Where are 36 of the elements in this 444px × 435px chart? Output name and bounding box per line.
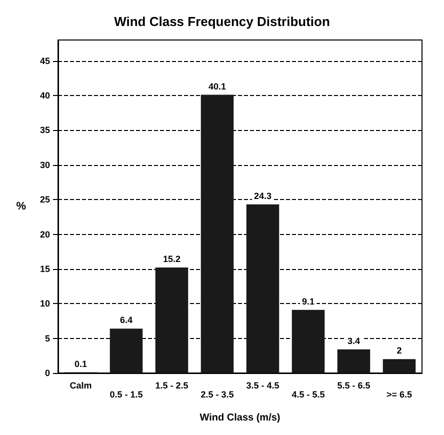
bar xyxy=(292,310,325,373)
bar xyxy=(382,359,416,373)
y-tick-label: 20 xyxy=(40,229,50,240)
y-tick-label: 15 xyxy=(40,264,50,274)
bar xyxy=(337,349,370,373)
bar xyxy=(246,204,280,373)
y-tick-label: 45 xyxy=(40,56,50,66)
bar xyxy=(110,328,143,373)
x-tick-label: 4.5 - 5.5 xyxy=(292,390,325,400)
y-tick-label: 25 xyxy=(40,194,50,205)
y-tick-label: 35 xyxy=(40,125,50,136)
y-tick-label: 0 xyxy=(44,368,50,378)
y-tick-label: 5 xyxy=(44,333,50,344)
x-tick-label: 0.5 - 1.5 xyxy=(110,390,143,400)
chart-title: Wind Class Frequency Distribution xyxy=(114,14,330,29)
y-axis-title: % xyxy=(16,200,26,212)
y-tick-label: 10 xyxy=(40,298,50,309)
x-tick-label: 1.5 - 2.5 xyxy=(155,380,188,390)
y-tick-label: 30 xyxy=(40,160,50,170)
x-tick-label: >= 6.5 xyxy=(386,390,412,400)
bar xyxy=(155,268,188,373)
data-label: 9.1 xyxy=(302,296,315,306)
data-label: 6.4 xyxy=(120,315,133,326)
data-label: 2 xyxy=(396,346,402,356)
x-tick-label: Calm xyxy=(70,380,92,390)
data-label: 3.4 xyxy=(347,336,360,346)
x-tick-label: 3.5 - 4.5 xyxy=(246,380,280,390)
data-label: 40.1 xyxy=(208,81,226,92)
x-tick-label: 5.5 - 6.5 xyxy=(337,380,370,390)
data-label: 15.2 xyxy=(162,254,181,264)
y-tick-label: 40 xyxy=(40,90,50,100)
x-tick-label: 2.5 - 3.5 xyxy=(200,390,234,400)
data-label: 0.1 xyxy=(74,358,88,369)
data-label: 24.3 xyxy=(254,190,272,201)
bar xyxy=(200,94,234,373)
x-axis-title: Wind Class (m/s) xyxy=(200,412,280,424)
